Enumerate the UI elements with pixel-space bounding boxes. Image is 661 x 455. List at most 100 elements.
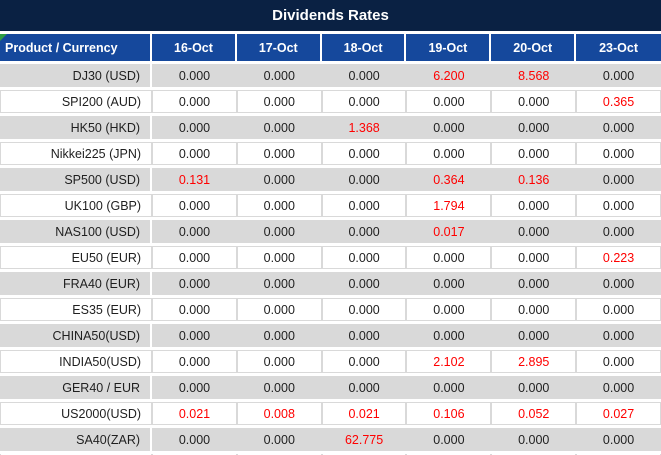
value-cell[interactable]: 0.000	[576, 428, 661, 451]
column-header-18-oct[interactable]: 18-Oct	[321, 34, 407, 61]
row-label-spi200-aud[interactable]: SPI200 (AUD)	[0, 90, 153, 113]
column-header-product-currency[interactable]: Product / Currency	[0, 34, 153, 61]
value-cell[interactable]: 0.000	[236, 350, 322, 373]
value-cell[interactable]: 0.364	[406, 168, 492, 191]
row-label-dj30-usd[interactable]: DJ30 (USD)	[0, 64, 153, 87]
value-cell[interactable]: 0.000	[491, 142, 577, 165]
value-cell[interactable]: 0.000	[236, 194, 322, 217]
column-header-17-oct[interactable]: 17-Oct	[236, 34, 322, 61]
value-cell[interactable]: 0.000	[321, 142, 407, 165]
value-cell[interactable]: 1.794	[406, 194, 492, 217]
value-cell[interactable]: 0.000	[236, 298, 322, 321]
value-cell[interactable]: 0.000	[236, 376, 322, 399]
row-label-ger40-eur[interactable]: GER40 / EUR	[0, 376, 153, 399]
value-cell[interactable]: 0.000	[152, 64, 237, 87]
value-cell[interactable]: 0.000	[491, 428, 577, 451]
row-label-sa40-zar[interactable]: SA40(ZAR)	[0, 428, 153, 451]
row-label-es35-eur[interactable]: ES35 (EUR)	[0, 298, 153, 321]
value-cell[interactable]: 0.000	[491, 116, 577, 139]
row-label-sp500-usd[interactable]: SP500 (USD)	[0, 168, 153, 191]
value-cell[interactable]: 0.000	[321, 246, 407, 269]
value-cell[interactable]: 0.000	[152, 376, 237, 399]
column-header-19-oct[interactable]: 19-Oct	[406, 34, 492, 61]
value-cell[interactable]: 0.000	[406, 428, 492, 451]
value-cell[interactable]: 0.000	[321, 90, 407, 113]
row-label-nas100-usd[interactable]: NAS100 (USD)	[0, 220, 153, 243]
value-cell[interactable]: 0.000	[152, 428, 237, 451]
value-cell[interactable]: 0.000	[152, 246, 237, 269]
value-cell[interactable]: 0.000	[406, 298, 492, 321]
row-label-uk100-gbp[interactable]: UK100 (GBP)	[0, 194, 153, 217]
value-cell[interactable]: 0.223	[576, 246, 661, 269]
value-cell[interactable]: 0.000	[406, 376, 492, 399]
value-cell[interactable]: 0.008	[236, 402, 322, 425]
value-cell[interactable]: 0.000	[576, 298, 661, 321]
row-label-nikkei225-jpn[interactable]: Nikkei225 (JPN)	[0, 142, 153, 165]
value-cell[interactable]: 0.000	[236, 324, 322, 347]
value-cell[interactable]: 0.052	[491, 402, 577, 425]
value-cell[interactable]: 0.000	[321, 220, 407, 243]
value-cell[interactable]: 2.102	[406, 350, 492, 373]
value-cell[interactable]: 0.000	[152, 116, 237, 139]
value-cell[interactable]: 2.895	[491, 350, 577, 373]
value-cell[interactable]: 0.000	[576, 116, 661, 139]
value-cell[interactable]: 0.000	[576, 194, 661, 217]
value-cell[interactable]: 0.000	[236, 272, 322, 295]
value-cell[interactable]: 0.000	[406, 142, 492, 165]
value-cell[interactable]: 0.136	[491, 168, 577, 191]
value-cell[interactable]: 1.368	[321, 116, 407, 139]
value-cell[interactable]: 0.000	[236, 428, 322, 451]
value-cell[interactable]: 0.000	[152, 194, 237, 217]
row-label-eu50-eur[interactable]: EU50 (EUR)	[0, 246, 153, 269]
column-header-16-oct[interactable]: 16-Oct	[152, 34, 237, 61]
row-label-hk50-hkd[interactable]: HK50 (HKD)	[0, 116, 153, 139]
value-cell[interactable]: 0.000	[491, 298, 577, 321]
value-cell[interactable]: 0.000	[491, 246, 577, 269]
value-cell[interactable]: 0.000	[321, 350, 407, 373]
value-cell[interactable]: 0.000	[152, 298, 237, 321]
value-cell[interactable]: 0.000	[406, 90, 492, 113]
value-cell[interactable]: 0.021	[152, 402, 237, 425]
row-label-india50-usd[interactable]: INDIA50(USD)	[0, 350, 153, 373]
value-cell[interactable]: 0.000	[491, 324, 577, 347]
value-cell[interactable]: 0.000	[152, 142, 237, 165]
value-cell[interactable]: 0.000	[491, 90, 577, 113]
value-cell[interactable]: 0.000	[236, 116, 322, 139]
value-cell[interactable]: 0.000	[236, 246, 322, 269]
value-cell[interactable]: 0.000	[491, 376, 577, 399]
value-cell[interactable]: 8.568	[491, 64, 577, 87]
value-cell[interactable]: 0.000	[576, 220, 661, 243]
value-cell[interactable]: 0.000	[321, 194, 407, 217]
value-cell[interactable]: 0.000	[236, 90, 322, 113]
value-cell[interactable]: 6.200	[406, 64, 492, 87]
value-cell[interactable]: 0.000	[321, 376, 407, 399]
value-cell[interactable]: 0.000	[321, 64, 407, 87]
value-cell[interactable]: 0.000	[491, 272, 577, 295]
value-cell[interactable]: 0.000	[152, 350, 237, 373]
value-cell[interactable]: 0.027	[576, 402, 661, 425]
value-cell[interactable]: 0.000	[321, 324, 407, 347]
value-cell[interactable]: 0.000	[236, 64, 322, 87]
value-cell[interactable]: 0.000	[152, 220, 237, 243]
value-cell[interactable]: 0.000	[576, 272, 661, 295]
column-header-23-oct[interactable]: 23-Oct	[576, 34, 661, 61]
value-cell[interactable]: 0.017	[406, 220, 492, 243]
value-cell[interactable]: 0.000	[236, 220, 322, 243]
row-label-fra40-eur[interactable]: FRA40 (EUR)	[0, 272, 153, 295]
value-cell[interactable]: 0.365	[576, 90, 661, 113]
value-cell[interactable]: 0.000	[576, 324, 661, 347]
column-header-20-oct[interactable]: 20-Oct	[491, 34, 577, 61]
value-cell[interactable]: 62.775	[321, 428, 407, 451]
value-cell[interactable]: 0.000	[152, 324, 237, 347]
value-cell[interactable]: 0.000	[152, 90, 237, 113]
row-label-us2000-usd[interactable]: US2000(USD)	[0, 402, 153, 425]
value-cell[interactable]: 0.000	[576, 142, 661, 165]
value-cell[interactable]: 0.000	[491, 194, 577, 217]
value-cell[interactable]: 0.000	[406, 324, 492, 347]
value-cell[interactable]: 0.000	[152, 272, 237, 295]
value-cell[interactable]: 0.000	[576, 376, 661, 399]
value-cell[interactable]: 0.106	[406, 402, 492, 425]
value-cell[interactable]: 0.000	[576, 64, 661, 87]
value-cell[interactable]: 0.131	[152, 168, 237, 191]
value-cell[interactable]: 0.000	[236, 168, 322, 191]
